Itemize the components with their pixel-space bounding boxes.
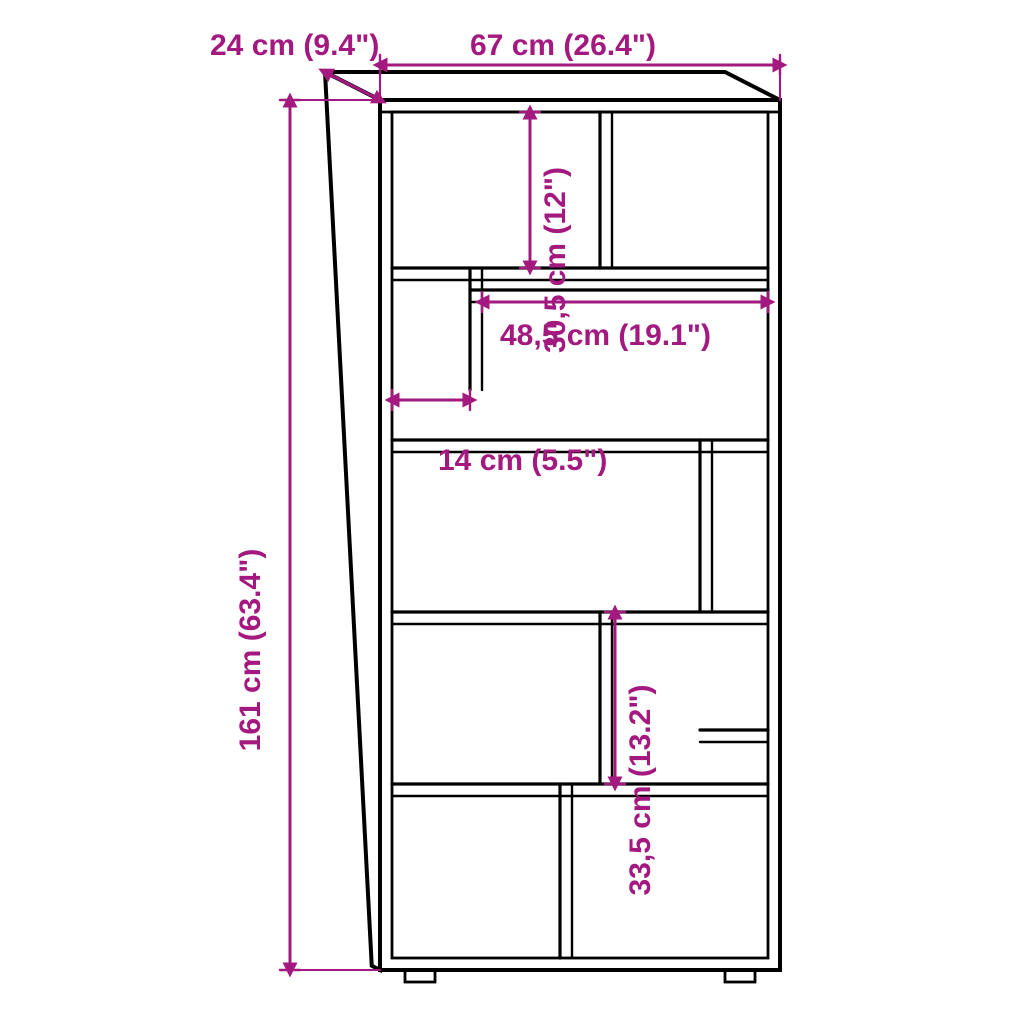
dim-divider-width-label: 14 cm (5.5")	[438, 444, 607, 477]
dim-inner-width-label: 48,5 cm (19.1")	[500, 319, 711, 352]
dim-depth-label: 24 cm (9.4")	[210, 29, 379, 62]
dim-height-label: 161 cm (63.4")	[234, 549, 267, 752]
dim-depth	[325, 72, 380, 100]
front-outer	[380, 100, 780, 970]
dim-shelf-mid-label: 33,5 cm (13.2")	[624, 684, 657, 895]
side-panel	[325, 72, 380, 970]
top-panel	[325, 72, 780, 100]
dim-width-label: 67 cm (26.4")	[470, 29, 656, 62]
